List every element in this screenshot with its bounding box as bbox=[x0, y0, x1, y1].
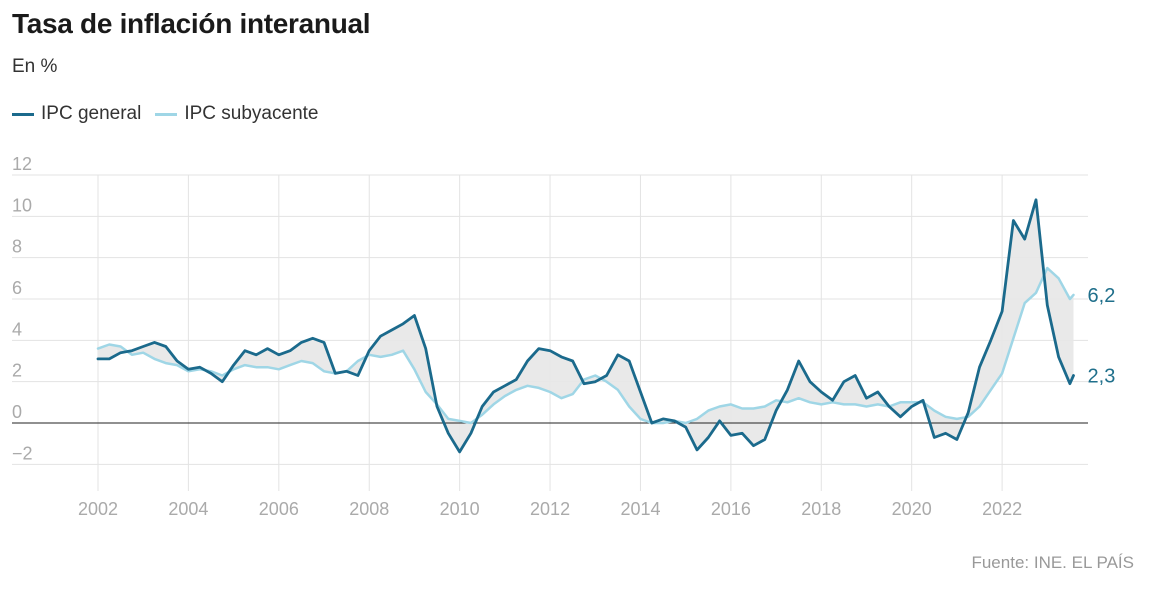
series-line-ipc-general bbox=[96, 198, 1075, 454]
y-tick-label: 4 bbox=[12, 319, 22, 339]
x-tick-label: 2018 bbox=[801, 499, 841, 519]
y-tick-label: 6 bbox=[12, 278, 22, 298]
x-tick-label: 2020 bbox=[892, 499, 932, 519]
y-tick-label: −2 bbox=[12, 443, 33, 463]
x-tick-label: 2008 bbox=[349, 499, 389, 519]
legend-item-general: IPC general bbox=[12, 103, 141, 125]
legend-item-core: IPC subyacente bbox=[155, 103, 318, 125]
x-tick-label: 2004 bbox=[168, 499, 208, 519]
source-note: Fuente: INE. EL PAÍS bbox=[971, 553, 1134, 572]
chart-legend: IPC general IPC subyacente bbox=[12, 103, 332, 125]
x-tick-label: 2010 bbox=[440, 499, 480, 519]
x-tick-label: 2006 bbox=[259, 499, 299, 519]
y-tick-label: 8 bbox=[12, 237, 22, 257]
legend-label-core: IPC subyacente bbox=[184, 103, 319, 124]
chart-subtitle: En % bbox=[12, 56, 58, 77]
y-tick-label: 0 bbox=[12, 402, 22, 422]
end-label-ipc-general: 2,3 bbox=[1088, 365, 1116, 387]
legend-swatch-general bbox=[12, 112, 34, 116]
y-tick-label: 2 bbox=[12, 361, 22, 381]
legend-swatch-core bbox=[155, 112, 178, 116]
x-tick-label: 2002 bbox=[78, 499, 118, 519]
y-tick-label: 12 bbox=[12, 154, 32, 174]
x-tick-label: 2014 bbox=[620, 499, 660, 519]
series-line-ipc-subyacente bbox=[96, 266, 1075, 425]
x-tick-label: 2022 bbox=[982, 499, 1022, 519]
chart-title: Tasa de inflación interanual bbox=[12, 8, 371, 39]
end-label-ipc-subyacente: 6,2 bbox=[1088, 285, 1116, 307]
y-tick-label: 10 bbox=[12, 195, 32, 215]
x-tick-label: 2012 bbox=[530, 499, 570, 519]
x-tick-label: 2016 bbox=[711, 499, 751, 519]
legend-label-general: IPC general bbox=[41, 103, 142, 124]
